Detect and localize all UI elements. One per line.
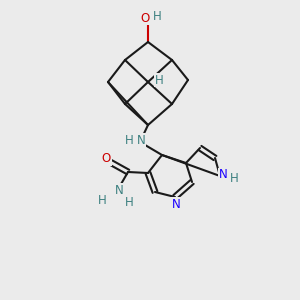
Text: H: H [98, 194, 106, 206]
Text: O: O [140, 11, 150, 25]
Text: H: H [124, 196, 134, 209]
Text: N: N [136, 134, 146, 146]
Text: H: H [154, 74, 164, 86]
Text: O: O [101, 152, 111, 166]
Text: N: N [219, 169, 227, 182]
Text: N: N [172, 197, 180, 211]
Text: N: N [115, 184, 123, 196]
Text: H: H [153, 10, 161, 22]
Text: H: H [124, 134, 134, 146]
Text: H: H [230, 172, 238, 185]
